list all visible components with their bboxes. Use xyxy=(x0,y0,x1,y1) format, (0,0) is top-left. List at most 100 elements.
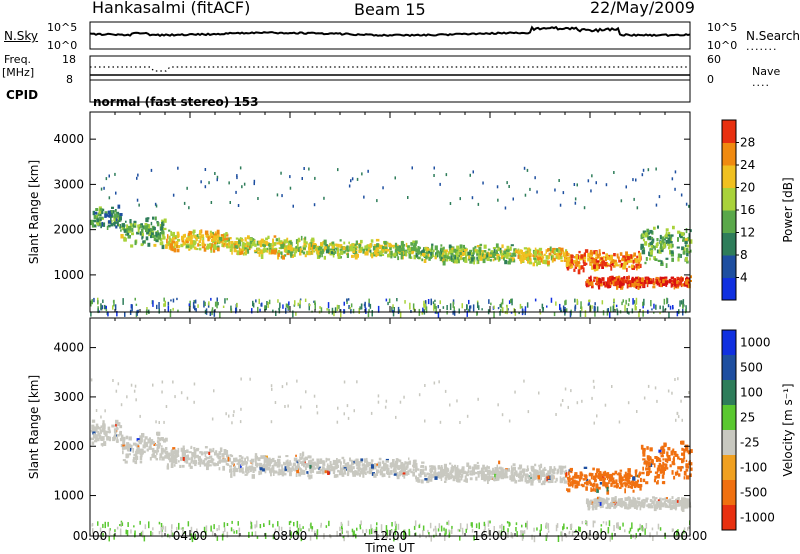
data-cell xyxy=(443,471,447,474)
data-cell xyxy=(297,465,300,469)
data-cell xyxy=(584,249,589,253)
data-cell xyxy=(594,310,596,317)
data-cell xyxy=(632,476,636,481)
data-cell xyxy=(414,520,417,527)
data-cell xyxy=(597,281,601,284)
data-cell xyxy=(188,303,191,307)
data-cell xyxy=(659,527,662,531)
data-cell xyxy=(660,278,663,284)
data-cell xyxy=(385,460,389,463)
data-cell xyxy=(662,305,664,313)
data-cell xyxy=(550,255,553,261)
data-cell xyxy=(676,280,679,284)
data-cell xyxy=(585,262,588,266)
data-cell xyxy=(239,166,242,170)
data-cell xyxy=(201,246,206,249)
data-cell xyxy=(394,249,398,253)
data-cell xyxy=(355,240,358,245)
data-cell xyxy=(239,468,243,473)
data-cell xyxy=(236,303,238,308)
data-cell xyxy=(622,501,626,505)
data-cell xyxy=(538,464,540,467)
data-cell xyxy=(550,297,553,303)
data-cell xyxy=(286,459,289,465)
data-cell xyxy=(196,237,198,242)
data-cell xyxy=(136,310,138,316)
data-cell xyxy=(635,533,637,538)
data-cell xyxy=(555,413,557,416)
data-cell xyxy=(118,216,122,220)
data-cell xyxy=(656,500,658,503)
data-cell xyxy=(458,254,461,258)
data-cell xyxy=(239,420,242,424)
data-cell xyxy=(413,248,416,251)
data-cell xyxy=(208,451,211,455)
data-cell xyxy=(644,232,648,236)
data-cell xyxy=(678,534,680,540)
data-cell xyxy=(332,462,336,466)
data-cell xyxy=(348,184,351,188)
data-cell xyxy=(503,472,506,477)
data-cell xyxy=(392,310,394,313)
data-cell xyxy=(685,278,689,282)
data-cell xyxy=(278,251,283,254)
data-cell xyxy=(440,476,443,481)
data-cell xyxy=(652,278,655,283)
data-cell xyxy=(646,284,649,288)
data-cell xyxy=(397,467,400,470)
data-cell xyxy=(569,467,573,472)
data-cell xyxy=(622,299,624,303)
data-cell xyxy=(655,504,659,510)
data-cell xyxy=(133,389,136,393)
data-cell xyxy=(178,460,180,463)
data-cell xyxy=(623,261,627,266)
data-cell xyxy=(358,246,361,252)
data-cell xyxy=(130,244,134,248)
data-cell xyxy=(266,249,269,253)
data-cell xyxy=(256,240,260,246)
data-cell xyxy=(567,488,571,493)
data-cell xyxy=(684,257,688,262)
data-cell xyxy=(172,231,175,237)
data-cell xyxy=(644,499,648,503)
data-cell xyxy=(286,237,289,242)
data-cell xyxy=(339,461,342,465)
data-cell xyxy=(681,452,684,456)
data-cell xyxy=(519,258,522,262)
data-cell xyxy=(464,249,468,252)
data-cell xyxy=(683,282,687,286)
data-cell xyxy=(481,469,484,474)
data-cell xyxy=(337,253,341,258)
data-cell xyxy=(597,496,601,500)
data-cell xyxy=(635,306,637,311)
data-cell xyxy=(673,475,676,480)
data-cell xyxy=(354,253,357,258)
data-cell xyxy=(689,467,693,471)
data-cell xyxy=(303,462,305,468)
data-cell xyxy=(658,195,661,199)
data-cell xyxy=(468,299,470,305)
data-cell xyxy=(93,433,96,437)
data-cell xyxy=(133,223,137,226)
station-title: Hankasalmi (fitACF) xyxy=(92,0,251,17)
data-cell xyxy=(623,276,625,281)
data-cell xyxy=(464,247,467,250)
data-cell xyxy=(581,535,583,539)
data-cell xyxy=(223,459,226,463)
data-cell xyxy=(439,475,442,479)
data-cell xyxy=(346,472,350,476)
data-cell xyxy=(487,248,491,251)
data-cell xyxy=(438,523,441,529)
data-cell xyxy=(96,438,100,442)
data-cell xyxy=(144,436,148,440)
data-cell xyxy=(424,478,428,481)
data-cell xyxy=(414,462,418,467)
data-cell xyxy=(450,250,453,253)
data-cell xyxy=(177,454,180,457)
data-cell xyxy=(350,463,353,469)
data-cell xyxy=(404,461,407,465)
data-cell xyxy=(251,308,253,314)
data-cell xyxy=(545,523,547,526)
data-cell xyxy=(605,500,609,504)
data-cell xyxy=(655,501,659,505)
